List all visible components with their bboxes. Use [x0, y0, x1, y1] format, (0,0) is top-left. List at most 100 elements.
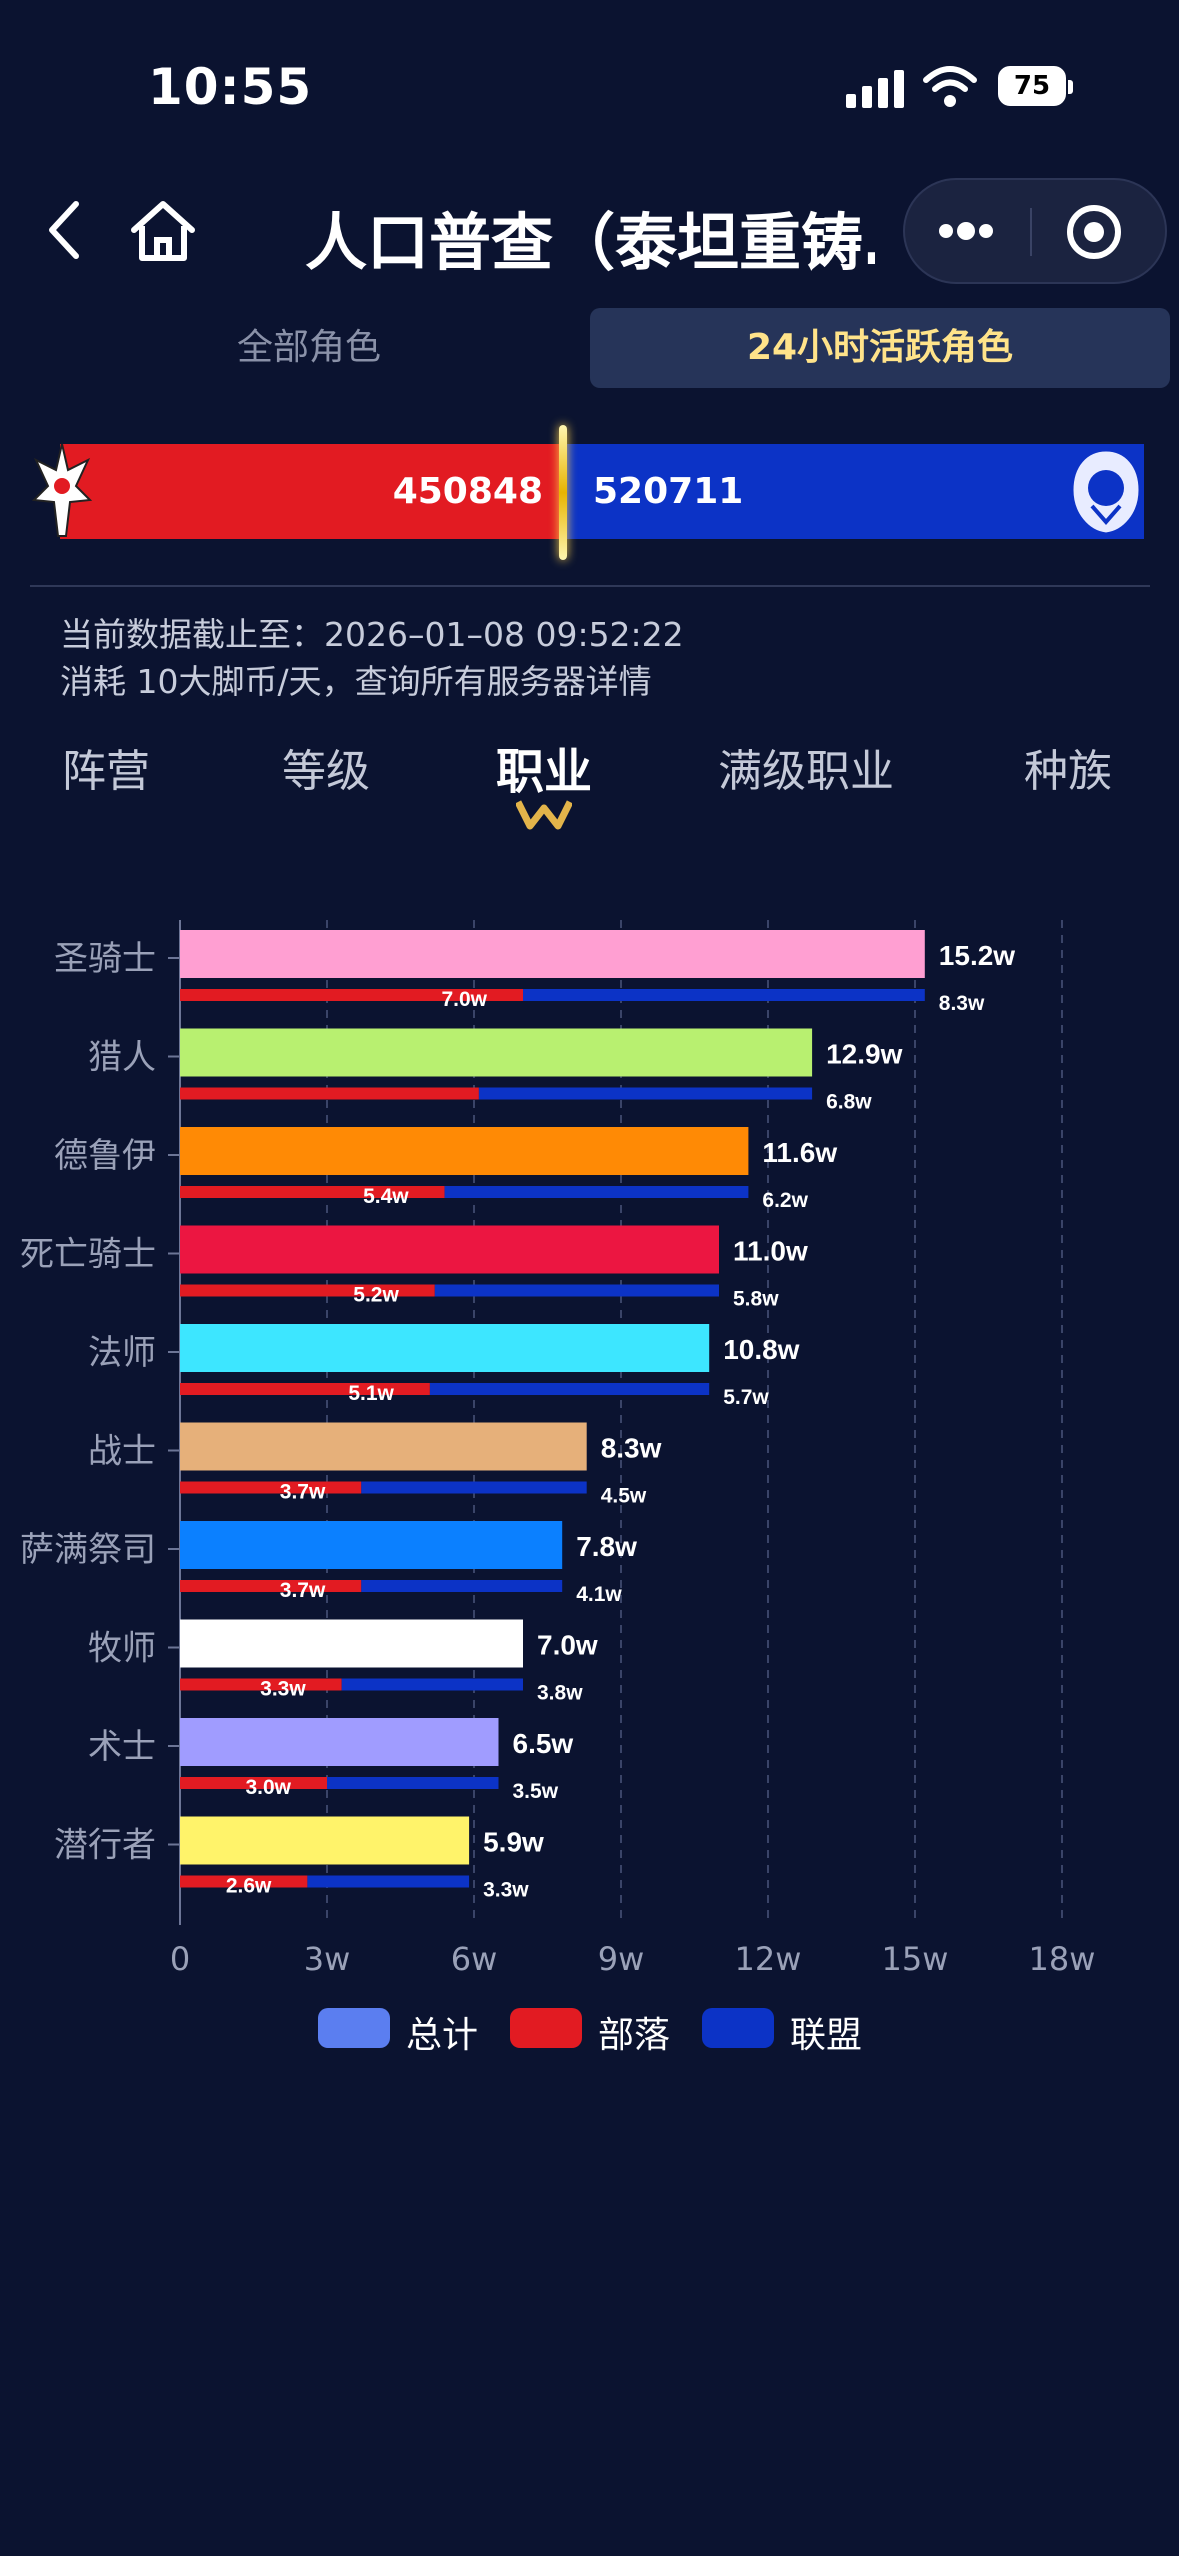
alliance-value-label: 6.2w — [762, 1189, 808, 1212]
y-category-label: 萨满祭司 — [20, 1530, 156, 1570]
y-category-label: 牧师 — [88, 1629, 156, 1669]
alliance-bar — [444, 1186, 749, 1198]
alliance-value-label: 5.7w — [723, 1386, 769, 1409]
subtab-race[interactable]: 种族 — [1024, 746, 1112, 797]
alliance-bar — [434, 1284, 719, 1297]
legend-label-total[interactable]: 总计 — [406, 2015, 479, 2056]
active-tab-indicator-icon — [516, 800, 572, 830]
tab-active-24h[interactable]: 24小时活跃角色 — [590, 308, 1170, 388]
total-bar — [180, 1718, 499, 1766]
x-tick-label: 12w — [735, 1940, 802, 1978]
y-category-label: 猎人 — [88, 1038, 156, 1078]
alliance-value-label: 4.5w — [601, 1485, 647, 1508]
total-bar — [180, 1225, 719, 1274]
total-value-label: 6.5w — [513, 1728, 574, 1759]
total-bar — [180, 1127, 749, 1175]
cellular-signal-icon — [846, 68, 908, 108]
alliance-population-bar — [567, 444, 1144, 539]
x-tick-label: 0 — [170, 1940, 190, 1978]
alliance-value-label: 3.3w — [483, 1879, 529, 1902]
legend-swatch-horde[interactable] — [510, 2008, 582, 2048]
horde-bar — [180, 1777, 327, 1789]
subtab-job[interactable]: 职业 — [496, 744, 593, 800]
horde-value-label: 3.7w — [280, 1481, 326, 1504]
total-value-label: 10.8w — [723, 1334, 799, 1365]
x-tick-label: 3w — [304, 1940, 351, 1978]
back-icon[interactable] — [44, 198, 84, 262]
alliance-bar — [341, 1678, 523, 1691]
y-category-label: 术士 — [88, 1727, 156, 1767]
alliance-bar — [429, 1383, 710, 1395]
horde-value-label: 3.7w — [280, 1579, 326, 1602]
horde-value-label: 5.2w — [353, 1284, 399, 1307]
horde-value-label: 2.6w — [226, 1875, 272, 1898]
y-category-label: 潜行者 — [54, 1826, 156, 1866]
alliance-value-label: 8.3w — [939, 992, 985, 1015]
horde-bar — [180, 1481, 362, 1494]
horde-value-label: 3.0w — [245, 1776, 291, 1799]
horde-bar — [180, 1186, 445, 1198]
close-mini-program-icon[interactable] — [1064, 202, 1124, 262]
total-bar — [180, 930, 925, 978]
x-tick-label: 18w — [1029, 1940, 1096, 1978]
home-icon[interactable] — [128, 196, 198, 266]
data-timestamp: 当前数据截止至：2026–01–08 09:52:22 — [60, 615, 684, 654]
class-population-chart: 0 3w 6w 9w 12w 15w 18w 圣骑士 15.2w 7.0w 8.3w 猎人 12.9w 6… — [20, 920, 1096, 1978]
horde-bar — [180, 1383, 430, 1395]
total-bar — [180, 1619, 523, 1668]
horde-bar — [180, 1580, 362, 1592]
alliance-bar — [523, 989, 925, 1001]
wifi-icon — [923, 66, 977, 107]
horde-population-bar — [60, 444, 563, 539]
subtab-level[interactable]: 等级 — [282, 746, 370, 797]
faction-divider — [559, 425, 567, 560]
horde-bar — [180, 989, 523, 1001]
horde-value-label: 5.1w — [348, 1382, 394, 1405]
y-category-label: 德鲁伊 — [54, 1136, 156, 1176]
subtab-maxlevel-job[interactable]: 满级职业 — [718, 746, 894, 797]
horde-bar — [180, 1284, 435, 1297]
total-bar — [180, 1422, 587, 1471]
x-tick-label: 9w — [598, 1940, 645, 1978]
y-category-label: 法师 — [88, 1333, 156, 1373]
horde-bar — [180, 1875, 308, 1888]
total-value-label: 5.9w — [483, 1827, 544, 1858]
battery-tip — [1068, 80, 1073, 94]
total-value-label: 7.0w — [537, 1630, 598, 1661]
query-cost-link[interactable]: 消耗 10大脚币/天，查询所有服务器详情 — [60, 662, 652, 701]
horde-emblem-icon — [31, 443, 93, 537]
alliance-bar — [478, 1087, 813, 1100]
total-bar — [180, 1324, 710, 1372]
legend-swatch-total[interactable] — [318, 2008, 390, 2048]
total-value-label: 7.8w — [576, 1531, 637, 1562]
alliance-bar — [361, 1481, 587, 1494]
total-value-label: 15.2w — [939, 940, 1015, 971]
alliance-bar — [307, 1875, 470, 1888]
legend-swatch-alliance[interactable] — [702, 2008, 774, 2048]
legend-label-alliance[interactable]: 联盟 — [790, 2015, 863, 2056]
subtab-camp[interactable]: 阵营 — [62, 746, 150, 797]
alliance-value-label: 6.8w — [826, 1091, 872, 1114]
total-bar — [180, 1028, 813, 1077]
tab-all-roles[interactable]: 全部角色 — [236, 327, 381, 368]
total-value-label: 11.0w — [733, 1236, 808, 1267]
total-bar — [180, 1816, 470, 1865]
horde-bar — [180, 1087, 479, 1100]
alliance-value-label: 4.1w — [576, 1583, 622, 1606]
horde-count: 450848 — [392, 471, 543, 512]
y-category-label: 战士 — [88, 1432, 156, 1472]
legend-label-horde[interactable]: 部落 — [598, 2015, 671, 2056]
more-icon[interactable] — [936, 214, 996, 248]
status-time: 10:55 — [148, 58, 313, 116]
battery-icon: 75 — [998, 66, 1066, 106]
section-divider — [30, 585, 1150, 587]
y-category-label: 圣骑士 — [54, 939, 156, 979]
alliance-value-label: 3.5w — [513, 1780, 559, 1803]
total-bar — [180, 1521, 563, 1569]
horde-bar — [180, 1678, 342, 1691]
horde-value-label: 5.4w — [363, 1185, 409, 1208]
total-value-label: 11.6w — [762, 1137, 837, 1168]
x-tick-label: 6w — [451, 1940, 498, 1978]
alliance-count: 520711 — [593, 471, 744, 512]
alliance-value-label: 3.8w — [537, 1682, 583, 1705]
